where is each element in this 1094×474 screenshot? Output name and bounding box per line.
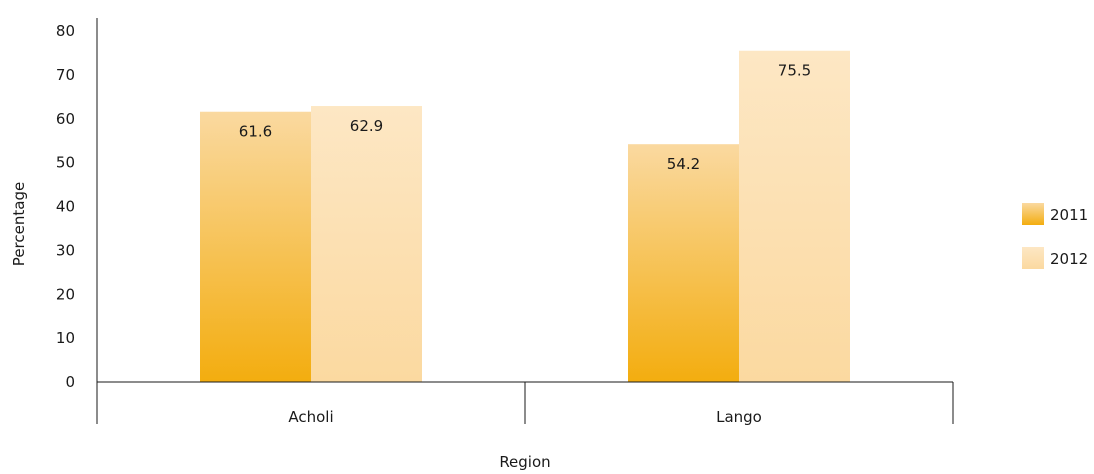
y-tick-label: 40 — [56, 198, 75, 216]
bar-2012-lango — [739, 50, 850, 383]
y-axis-ticks: 0 10 20 30 40 50 60 70 80 — [56, 22, 75, 391]
legend: 2011 2012 — [1022, 203, 1088, 269]
bars — [200, 50, 850, 383]
legend-label: 2012 — [1050, 250, 1088, 268]
y-tick-label: 70 — [56, 66, 75, 84]
data-label: 75.5 — [778, 62, 811, 80]
data-label: 54.2 — [667, 155, 700, 173]
data-label: 61.6 — [239, 123, 272, 141]
bar-2011-lango — [628, 144, 739, 382]
legend-swatch — [1022, 203, 1044, 225]
data-label: 62.9 — [350, 117, 383, 135]
bar-2012-acholi — [311, 106, 422, 383]
y-tick-label: 30 — [56, 241, 75, 259]
x-axis-title: Region — [499, 453, 550, 471]
data-labels: 61.6 62.9 54.2 75.5 — [239, 62, 811, 173]
legend-label: 2011 — [1050, 206, 1088, 224]
y-tick-label: 50 — [56, 154, 75, 172]
x-category-label: Lango — [716, 408, 762, 426]
y-tick-label: 0 — [65, 373, 75, 391]
y-tick-label: 60 — [56, 110, 75, 128]
y-tick-label: 10 — [56, 329, 75, 347]
x-axis-categories: Acholi Lango — [288, 408, 762, 426]
y-tick-label: 20 — [56, 285, 75, 303]
y-axis-title: Percentage — [10, 182, 28, 266]
legend-swatch — [1022, 247, 1044, 269]
x-category-label: Acholi — [288, 408, 333, 426]
y-tick-label: 80 — [56, 22, 75, 40]
bar-2011-acholi — [200, 111, 311, 382]
x-axis-dividers — [96, 382, 954, 424]
